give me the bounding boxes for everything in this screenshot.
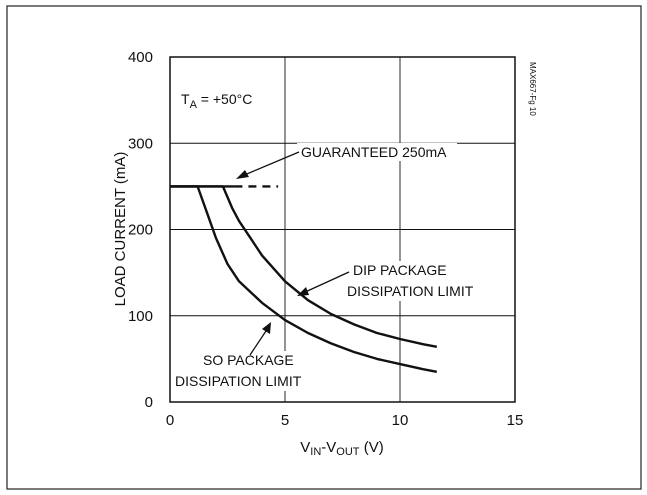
condition-label: TA = +50°C [181, 91, 252, 111]
x-title-out: OUT [336, 446, 360, 458]
series-layer [170, 185, 438, 373]
x-title-unit: (V) [360, 439, 384, 456]
guaranteed-leader [241, 151, 300, 177]
guaranteed-label: GUARANTEED 250mA [301, 144, 447, 160]
x-tick-label: 15 [507, 412, 524, 429]
so-leader [249, 327, 269, 356]
dip-label-line2: DISSIPATION LIMIT [347, 283, 474, 299]
dip-label-bg [343, 261, 505, 301]
y-tick-label: 100 [128, 308, 153, 325]
condition-sub: A [190, 99, 198, 111]
y-tick-label: 200 [128, 222, 153, 239]
condition-rest: = +50°C [197, 91, 252, 107]
y-tick-label: 400 [128, 49, 153, 66]
so-label-line2: DISSIPATION LIMIT [175, 373, 302, 389]
outer-frame [6, 5, 642, 490]
x-tick-label: 5 [281, 412, 289, 429]
condition-base: T [181, 91, 190, 107]
x-title-dash-v: -V [321, 439, 336, 456]
y-tick-label: 300 [128, 135, 153, 152]
tick-labels: 0 5 10 15 0 100 200 300 400 [128, 49, 523, 429]
so-package-curve [170, 185, 438, 373]
guaranteed-label-bg [297, 143, 457, 161]
x-title-v: V [300, 439, 310, 456]
y-tick-label: 0 [145, 394, 153, 411]
x-title-in: IN [310, 446, 321, 458]
figure-id: MAX667-Fg 10 [528, 62, 537, 116]
x-axis-title: VIN-VOUT (V) [300, 439, 383, 458]
x-tick-label: 0 [166, 412, 174, 429]
plot-area [169, 56, 516, 403]
dip-arrowhead [297, 287, 309, 296]
guaranteed-arrowhead [236, 170, 249, 179]
so-label-line1: SO PACKAGE [203, 352, 294, 368]
dip-package-curve [170, 185, 438, 348]
dip-label-line1: DIP PACKAGE [353, 262, 447, 278]
so-arrowhead [262, 322, 271, 334]
y-axis-title: LOAD CURRENT (mA) [112, 152, 129, 307]
so-label-bg [172, 351, 337, 391]
x-tick-label: 10 [392, 412, 409, 429]
dip-leader [302, 271, 350, 294]
